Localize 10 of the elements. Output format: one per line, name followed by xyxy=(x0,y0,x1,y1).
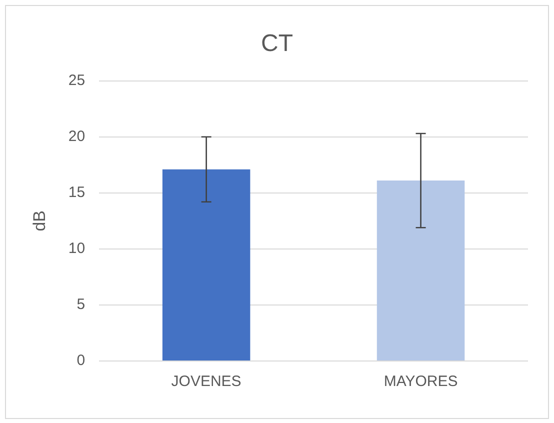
y-tick-label: 20 xyxy=(68,128,86,145)
y-axis-title: dB xyxy=(30,210,49,232)
y-tick-label: 5 xyxy=(76,296,86,314)
y-tick-label: 15 xyxy=(68,184,86,202)
y-tick-label: 0 xyxy=(76,352,86,370)
x-tick-label: JOVENES xyxy=(171,373,242,390)
y-tick-label: 10 xyxy=(68,240,86,258)
chart-title: CT xyxy=(261,30,294,58)
y-tick-label: 25 xyxy=(68,72,86,89)
x-tick-label: MAYORES xyxy=(384,373,458,390)
